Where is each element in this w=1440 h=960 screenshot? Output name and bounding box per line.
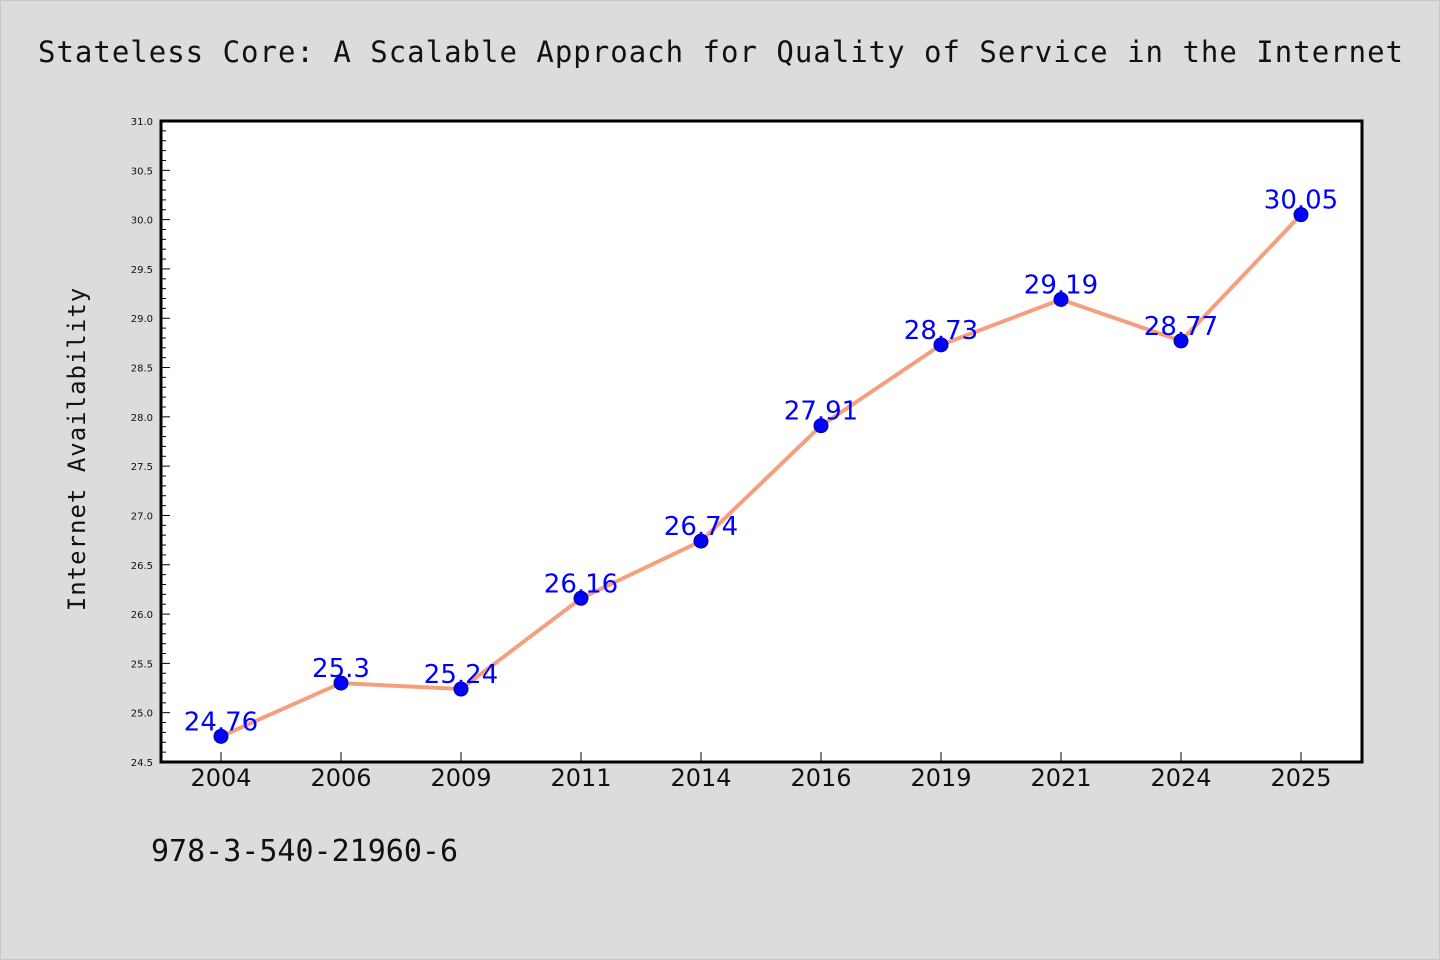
data-label: 27.91 [784,397,858,427]
y-tick-label: 27.5 [131,462,153,473]
y-tick-label: 26.0 [131,610,153,621]
y-tick-label: 31.0 [131,117,153,128]
plot-frame [159,119,1364,764]
data-label: 26.16 [544,569,618,599]
data-point [453,681,469,697]
chart-title: Stateless Core: A Scalable Approach for … [37,35,1404,69]
footnote-isbn: 978-3-540-21960-6 [151,834,459,869]
y-tick-label: 26.5 [131,561,153,572]
y-tick-label: 27.0 [131,511,153,522]
data-point [573,590,589,606]
y-tick-label: 24.5 [131,758,153,769]
y-tick-label: 30.5 [131,166,153,177]
y-tick-label: 25.5 [131,659,153,670]
x-tick-label: 2021 [1030,764,1091,792]
x-tick-label: 2011 [550,764,611,792]
x-tick-label: 2004 [190,764,251,792]
y-tick-label: 28.5 [131,364,153,375]
x-tick-label: 2025 [1270,764,1331,792]
y-axis: 24.5 25.0 25.5 26.0 26.5 27.0 27.5 28.0 28.5 29.0… [131,117,170,769]
data-point [1293,207,1309,223]
x-tick-label: 2014 [670,764,731,792]
data-label: 30.05 [1264,186,1338,216]
data-point [1173,333,1189,349]
x-tick-label: 2019 [910,764,971,792]
y-tick-label: 28.0 [131,413,153,424]
data-point [693,533,709,549]
data-label: 24.76 [184,707,258,737]
data-point [1053,291,1069,307]
y-tick-label: 29.5 [131,265,153,276]
data-label: 25.3 [312,654,370,684]
x-tick-label: 2009 [430,764,491,792]
x-axis: 2004 2006 2009 2011 2014 2016 2019 2021 2024 2025 [190,752,1332,792]
series-line [219,212,1303,739]
y-axis-label: Internet Availability [63,287,91,611]
x-tick-label: 2016 [790,764,851,792]
x-tick-label: 2006 [310,764,371,792]
y-tick-label: 25.0 [131,709,153,720]
plot-area [161,121,1362,762]
data-label: 26.74 [664,512,738,542]
data-label: 28.73 [904,316,978,346]
data-point [813,418,829,434]
data-point [213,728,229,744]
data-point [933,337,949,353]
x-tick-label: 2024 [1150,764,1211,792]
data-point [333,675,349,691]
series-group: 24.76 25.3 25.24 26.16 26.74 27.91 28.73 29.19 2… [184,186,1338,744]
y-tick-label: 30.0 [131,216,153,227]
data-label: 29.19 [1024,270,1098,300]
y-tick-label: 29.0 [131,314,153,325]
data-label: 28.77 [1144,312,1218,342]
data-label: 25.24 [424,660,498,690]
